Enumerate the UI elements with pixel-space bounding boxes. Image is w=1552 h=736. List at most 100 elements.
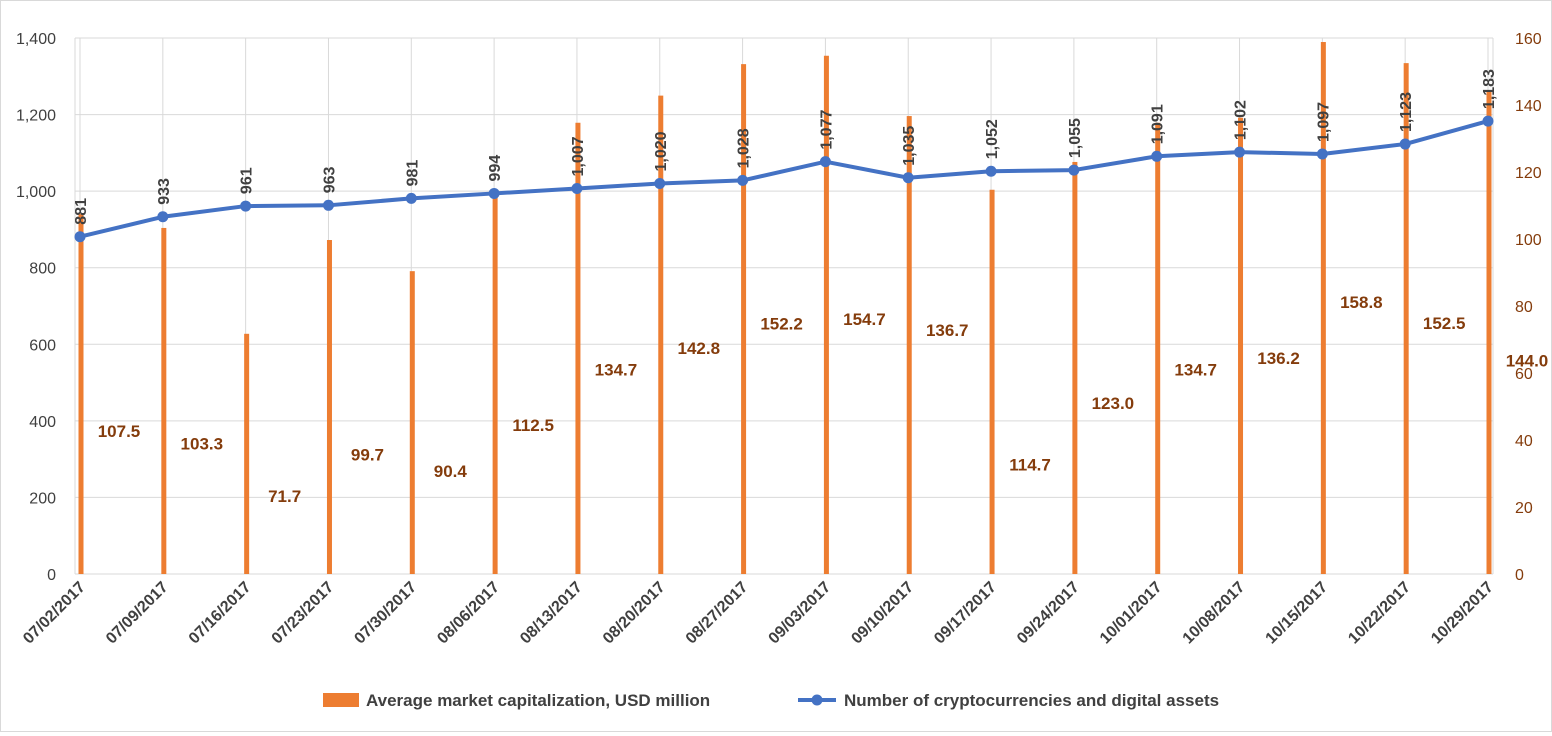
line-point [488,187,500,199]
x-axis-tick-label: 10/29/2017 [1428,579,1497,648]
line-point [985,165,997,177]
line-point [322,199,334,211]
bar [1155,122,1161,574]
line-point [1482,115,1494,127]
bar-data-label: 142.8 [677,339,720,358]
line-data-label: 1,035 [901,126,918,166]
bar-data-label: 71.7 [268,487,301,506]
right-axis-tick-label: 140 [1515,98,1542,115]
bar [1320,42,1326,574]
bar-data-label: 152.2 [760,314,803,333]
bar-data-label: 112.5 [512,416,554,435]
line-point [74,231,86,243]
bar-data-label: 134.7 [1174,360,1217,379]
line-data-label: 1,123 [1398,92,1415,132]
bar [658,95,664,575]
bar-data-label: 90.4 [434,462,468,481]
bar-data-label: 136.2 [1257,349,1300,368]
line-point [1399,138,1411,150]
line-point [1316,148,1328,160]
line-data-label: 1,007 [570,136,587,176]
line-point [405,192,417,204]
legend: Average market capitalization, USD milli… [323,691,1219,710]
left-axis-tick-label: 600 [29,337,56,354]
line-point [240,200,252,212]
x-axis-tick-label: 07/16/2017 [186,579,255,648]
legend-line-marker [811,694,823,706]
right-axis-tick-label: 60 [1515,366,1533,383]
right-axis-tick-label: 120 [1515,165,1542,182]
bar [326,240,332,574]
line-data-label: 981 [404,160,421,187]
x-axis-tick-label: 07/23/2017 [269,579,338,648]
x-axis-tick-label: 07/30/2017 [351,579,420,648]
line-point [902,172,914,184]
bar [1238,117,1244,574]
bar [244,333,250,574]
legend-line-label: Number of cryptocurrencies and digital a… [844,691,1219,710]
bar-data-label: 123.0 [1092,394,1135,413]
bar [161,227,167,574]
x-axis-tick-label: 10/15/2017 [1263,579,1332,648]
line-data-label: 994 [487,155,504,182]
left-axis-tick-label: 400 [29,414,56,431]
x-axis-tick-label: 09/03/2017 [766,579,835,648]
line-data-label: 1,102 [1233,100,1250,140]
x-axis-tick-label: 09/24/2017 [1014,579,1083,648]
bar [906,116,912,575]
right-axis-tick-label: 160 [1515,31,1542,48]
line-data-label: 963 [321,167,338,194]
bar-data-label: 103.3 [181,434,224,453]
x-axis-tick-label: 08/13/2017 [517,579,586,648]
x-axis-tick-label: 09/17/2017 [931,579,1000,648]
x-axis-tick-label: 10/08/2017 [1180,579,1249,648]
line-data-label: 1,091 [1150,104,1167,144]
left-axis-tick-label: 800 [29,261,56,278]
bar-data-label: 136.7 [926,321,969,340]
line-data-label: 933 [156,178,173,205]
line-point [157,211,169,223]
bar-data-label: 99.7 [351,445,384,464]
x-axis-tick-label: 08/06/2017 [434,579,503,648]
right-axis-tick-label: 0 [1515,567,1524,584]
right-axis-tick-label: 20 [1515,500,1533,517]
left-axis-tick-label: 200 [29,490,56,507]
line-data-label: 1,077 [818,110,835,150]
line-data-label: 961 [239,167,256,194]
x-axis-tick-label: 08/20/2017 [600,579,669,648]
line-data-label: 1,052 [984,119,1001,159]
bar [989,189,995,574]
line-data-label: 1,097 [1315,102,1332,142]
right-axis-ticks: 0 20 40 60 80 100 120 140 160 [1515,31,1542,584]
line-data-label: 1,020 [653,131,670,171]
bar-data-label: 134.7 [595,360,638,379]
line-point [737,174,749,186]
right-axis-tick-label: 40 [1515,433,1533,450]
line-point [819,156,831,168]
left-axis-ticks: 0 200 400 600 800 1,000 1,200 1,400 [16,31,56,584]
legend-bar-label: Average market capitalization, USD milli… [366,691,710,710]
line-data-label: 881 [73,198,90,225]
bar-data-label: 154.7 [843,310,886,329]
line-data-labels: 881 933 961 963 981 994 1,007 1,020 1,028 1,077 1,… [73,69,1498,225]
line-series [74,115,1494,243]
right-axis-tick-label: 100 [1515,232,1542,249]
bar [741,64,747,574]
x-axis-tick-label: 07/09/2017 [103,579,172,648]
line-point [571,182,583,194]
line-data-label: 1,028 [736,128,753,168]
line-point [1068,164,1080,176]
bar-series [78,42,1492,575]
x-axis-tick-label: 10/01/2017 [1097,579,1166,648]
bar-data-label: 114.7 [1009,455,1051,474]
left-axis-tick-label: 1,400 [16,31,56,48]
line-data-label: 1,183 [1481,69,1498,109]
left-axis-tick-label: 0 [47,567,56,584]
bar [78,213,84,574]
bar [1486,91,1492,574]
x-axis-tick-label: 07/02/2017 [20,579,89,648]
bar [492,197,498,574]
x-axis-tick-label: 10/22/2017 [1345,579,1414,648]
